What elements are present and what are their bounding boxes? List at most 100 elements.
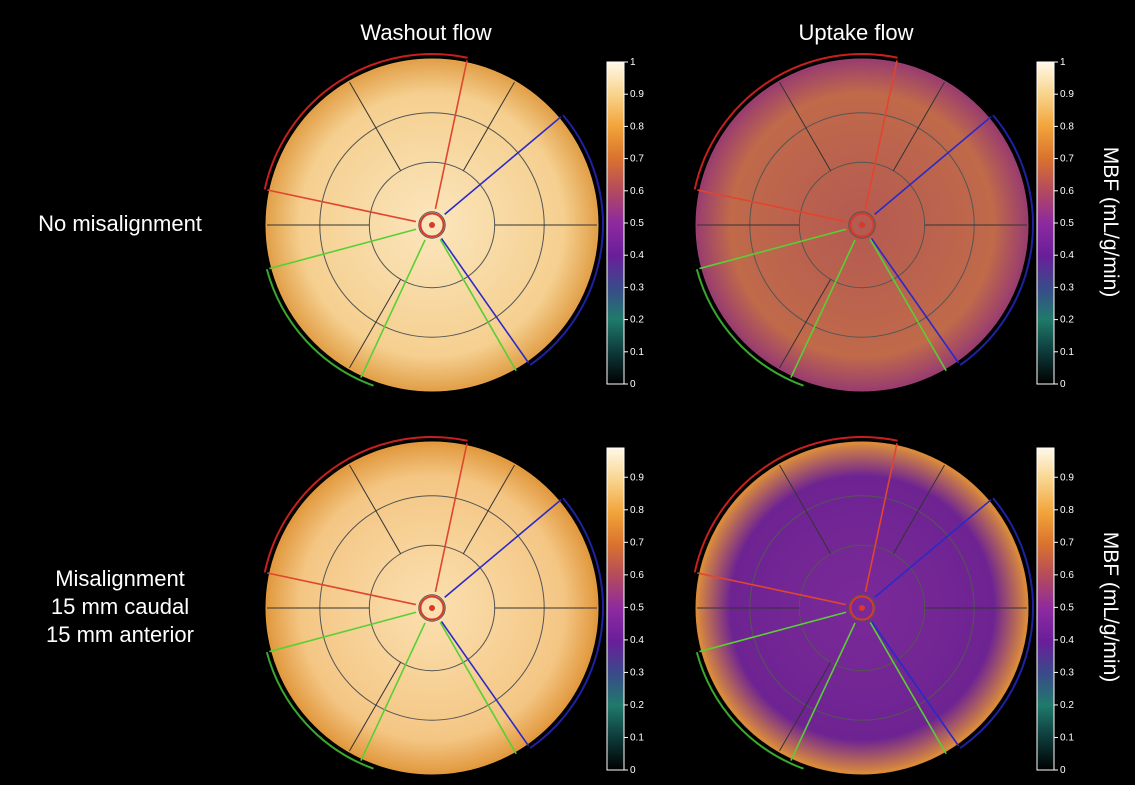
lcx-territory-arc	[529, 114, 604, 366]
colorbar-tick-label: 0.6	[1060, 570, 1074, 581]
lad-boundary	[864, 60, 898, 210]
colorbar-tick-label: 0.8	[1060, 121, 1074, 132]
colorbar-tick-label: 0	[1060, 379, 1066, 390]
colorbar-tick-label: 0.3	[1060, 282, 1074, 293]
polar-spoke	[349, 81, 402, 171]
colorbar-tick-label: 0.1	[630, 347, 644, 358]
colorbar-tick-label: 0.7	[1060, 537, 1074, 548]
colorbar-tick-label: 0.4	[1060, 250, 1074, 261]
colorbar-gradient	[606, 447, 625, 771]
lcx-upper-boundary	[444, 499, 562, 599]
colorbar-tick-label: 0.5	[630, 218, 644, 229]
lcx-upper-boundary	[444, 116, 562, 216]
colorbar-gradient	[1036, 61, 1055, 385]
lad-boundary	[864, 443, 898, 593]
colorbar: 0.9 0.8 0.7 0.6 0.5 0.4 0.3 0.2 0.1 0	[606, 447, 644, 776]
lad-left-boundary	[697, 572, 847, 606]
polar-spoke	[779, 279, 832, 369]
rca-territory-arc	[265, 268, 374, 387]
colorbar-tick-label: 1	[1060, 57, 1066, 68]
apex-dot	[859, 605, 865, 611]
lad-territory-arc	[263, 436, 468, 573]
lcx-territory-arc	[959, 497, 1034, 749]
row-label-line: Misalignment	[55, 566, 185, 591]
lcx-boundary	[870, 238, 960, 364]
colorbar-tick-label: 0.4	[630, 250, 644, 261]
polar-map-washout-no-misalignment	[263, 53, 604, 392]
rca-territory-arc	[265, 651, 374, 770]
column-title-uptake: Uptake flow	[798, 20, 914, 45]
colorbar-tick-label: 1	[630, 57, 636, 68]
polar-spoke	[779, 464, 832, 554]
polar-spoke	[779, 81, 832, 171]
colorbar-tick-label: 0.1	[630, 732, 644, 743]
colorbar-tick-label: 0.3	[630, 667, 644, 678]
apex-circle	[849, 595, 875, 621]
colorbar-tick-label: 0.2	[630, 315, 644, 326]
rca-boundary	[790, 622, 856, 761]
colorbar-tick-label: 0.9	[1060, 89, 1074, 100]
apex-dot	[859, 222, 865, 228]
apex-circle	[419, 212, 445, 238]
row-label-no-misalignment: No misalignment	[5, 210, 235, 238]
rca-right-boundary	[439, 621, 517, 755]
colorbar-tick-label: 0.3	[630, 282, 644, 293]
polar-ring	[418, 594, 446, 622]
colorbar: 1 0.9 0.8 0.7 0.6 0.5 0.4 0.3 0.2 0.1 0	[1036, 57, 1074, 390]
colorbar-tick-label: 0.7	[1060, 154, 1074, 165]
colorbar-tick-label: 0.9	[630, 89, 644, 100]
lad-territory-arc	[693, 53, 898, 190]
polar-spoke	[349, 279, 402, 369]
rca-right-boundary	[869, 238, 947, 372]
polar-spoke	[349, 662, 402, 752]
polar-spoke	[462, 464, 515, 554]
colorbar-tick-label: 0	[630, 379, 636, 390]
polar-ring	[848, 211, 876, 239]
colorbar-tick-label: 0	[630, 765, 636, 776]
rca-right-boundary	[869, 621, 947, 755]
colorbar-tick-label: 0.7	[630, 537, 644, 548]
apex-circle	[849, 212, 875, 238]
row-label-line: No misalignment	[38, 211, 202, 236]
colorbar-tick-label: 0.9	[1060, 472, 1074, 483]
colorbar-tick-label: 0.4	[1060, 635, 1074, 646]
colorbar-tick-label: 0.4	[630, 635, 644, 646]
polar-map-washout-misalignment	[263, 436, 604, 775]
polar-spoke	[892, 81, 945, 171]
lad-boundary	[434, 443, 468, 593]
rca-left-boundary	[269, 228, 417, 270]
colorbar-tick-label: 0.5	[630, 602, 644, 613]
colorbar-gradient	[606, 61, 625, 385]
colorbar-tick-label: 0.5	[1060, 218, 1074, 229]
lcx-territory-arc	[529, 497, 604, 749]
lcx-upper-boundary	[874, 499, 992, 599]
polar-spoke	[462, 81, 515, 171]
polar-map-uptake-no-misalignment	[693, 53, 1034, 392]
apex-dot	[429, 605, 435, 611]
lcx-boundary	[870, 621, 960, 747]
polar-spoke	[779, 662, 832, 752]
colorbar-tick-label: 0.2	[1060, 315, 1074, 326]
colorbar-tick-label: 0.6	[1060, 186, 1074, 197]
rca-left-boundary	[269, 611, 417, 653]
colorbar-tick-label: 0.8	[1060, 505, 1074, 516]
lcx-boundary	[440, 238, 530, 364]
colorbar: 1 0.9 0.8 0.7 0.6 0.5 0.4 0.3 0.2 0.1 0	[606, 57, 644, 390]
lcx-territory-arc	[959, 114, 1034, 366]
lad-boundary	[434, 60, 468, 210]
colorbar-tick-label: 0.9	[630, 472, 644, 483]
lad-left-boundary	[267, 572, 417, 606]
colorbar-tick-label: 0.2	[630, 700, 644, 711]
rca-territory-arc	[695, 268, 804, 387]
colorbar-tick-label: 0	[1060, 765, 1066, 776]
rca-boundary	[360, 239, 426, 378]
rca-territory-arc	[695, 651, 804, 770]
colorbar-tick-label: 0.7	[630, 154, 644, 165]
polar-spoke	[892, 464, 945, 554]
rca-left-boundary	[699, 611, 847, 653]
colorbar-tick-label: 0.6	[630, 570, 644, 581]
lcx-boundary	[440, 621, 530, 747]
column-title-washout: Washout flow	[360, 20, 492, 45]
polar-map-uptake-misalignment	[693, 436, 1034, 775]
